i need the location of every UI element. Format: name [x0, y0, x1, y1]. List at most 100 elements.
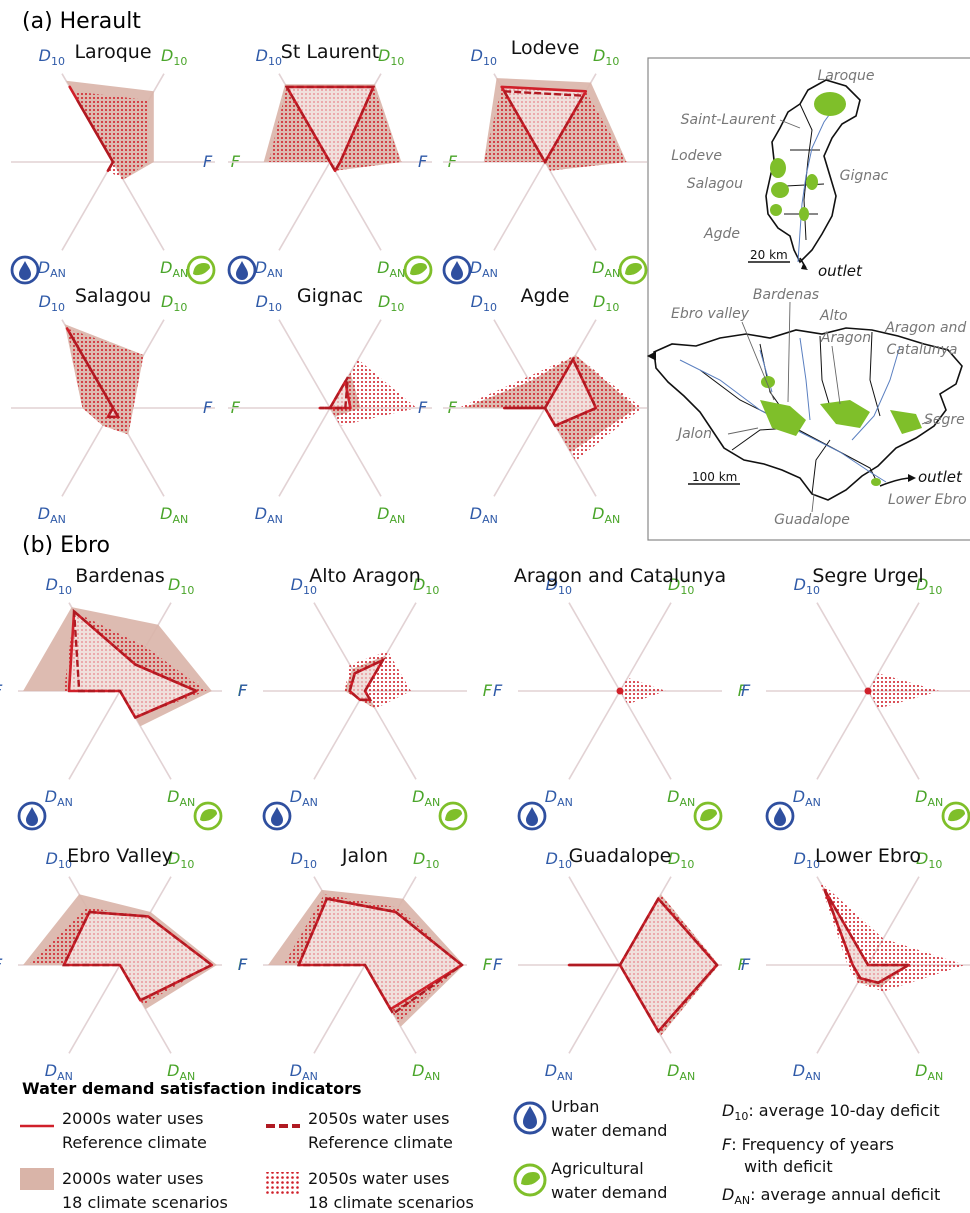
axis-label-symbol: D [915, 787, 927, 806]
axis-label-subscript: 10 [173, 301, 187, 314]
axis-label-subscript: AN [557, 1070, 573, 1083]
axis-label-symbol: D [46, 849, 58, 868]
axis-label-symbol: D [45, 787, 57, 806]
legend-title: Water demand satisfaction indicators [22, 1079, 361, 1098]
axis-label: DAN [38, 258, 66, 280]
axis-label-subscript: AN [172, 513, 188, 526]
map-label-aragon-and: Aragon and [884, 320, 966, 336]
line-2050s-reference-climate [68, 332, 121, 418]
lodeve-irrigated-area [770, 158, 786, 178]
panel-title: Laroque [74, 41, 151, 63]
axis-label: DAN [545, 1061, 573, 1083]
axis-label-subscript: 10 [51, 55, 65, 68]
legend-def-dan: DAN: average annual deficit [722, 1185, 940, 1207]
panel-title: Ebro Valley [67, 845, 173, 867]
urban-demand-icon [17, 801, 47, 831]
axis-label-symbol: F [418, 152, 428, 171]
axis-label-symbol: D [38, 504, 50, 523]
axis-label: DAN [915, 787, 943, 809]
map-label-agde: Agde [703, 226, 740, 242]
panel-title: Guadalope [569, 845, 672, 867]
axis-label-subscript: AN [389, 513, 405, 526]
axis-label: F [738, 955, 748, 974]
axis-label: F [418, 152, 428, 171]
map-label-lodeve: Lodeve [671, 148, 722, 164]
axis-label-symbol: F [0, 955, 3, 974]
axis-label-subscript: AN [267, 513, 283, 526]
band-2050s-18-scenarios [868, 673, 940, 709]
axis-label: D10 [471, 292, 497, 314]
axis-label-subscript: AN [679, 1070, 695, 1083]
axis-label: D10 [593, 292, 619, 314]
axis-label-subscript: 10 [390, 301, 404, 314]
legend-urban-line1: Urban [551, 1097, 599, 1116]
panel-title: St Laurent [281, 41, 379, 63]
axis-label: DAN [470, 258, 498, 280]
axis-label: DAN [255, 504, 283, 526]
axis-label: D10 [546, 575, 572, 597]
urban-demand-icon [227, 255, 257, 285]
map-label-saint-laurent: Saint-Laurent [681, 112, 776, 128]
herault-river [797, 99, 841, 263]
axis-label: D10 [668, 575, 694, 597]
axis-label-subscript: AN [57, 796, 73, 809]
axis-label-symbol: D [167, 1061, 179, 1080]
outlet-arrowhead [801, 264, 808, 270]
axis-label-subscript: 10 [268, 301, 282, 314]
map-label-aragon: Aragon [820, 330, 871, 346]
axis-label-subscript: 10 [483, 55, 497, 68]
axis-label-subscript: 10 [680, 584, 694, 597]
legend-def-f: F: Frequency of years [722, 1135, 894, 1154]
axis-label: DAN [290, 787, 318, 809]
axis-label: D10 [291, 849, 317, 871]
legend-band2000-line1: 2000s water uses [62, 1169, 203, 1188]
axis-label-subscript: AN [389, 267, 405, 280]
axis-label-subscript: AN [604, 267, 620, 280]
axis-label-subscript: AN [805, 1070, 821, 1083]
axis-label: DAN [592, 504, 620, 526]
map-label-jalon: Jalon [675, 426, 712, 442]
leaf-icon [200, 809, 217, 822]
axis-label-symbol: F [238, 681, 248, 700]
axis-label-symbol: D [793, 787, 805, 806]
axis-label-symbol: D [793, 1061, 805, 1080]
radar-axis-line [68, 964, 121, 1054]
axis-label: F [483, 681, 493, 700]
salagou-irrigated-area [771, 182, 789, 198]
axis-label-subscript: 10 [558, 858, 572, 871]
def-dan-sub: AN [734, 1194, 750, 1207]
axis-label-subscript: 10 [180, 584, 194, 597]
radar-axis-line [493, 407, 546, 497]
lower-ebro-irrigated-area [871, 478, 881, 486]
axis-label: D10 [378, 292, 404, 314]
radar-panel-segre-urgel: D10D10FDANDANFSegre Urgel [741, 565, 970, 831]
axis-label-subscript: AN [424, 1070, 440, 1083]
axis-label-symbol: D [161, 46, 173, 65]
alto-aragon-irrigated-area [820, 400, 870, 428]
axis-label-subscript: AN [179, 1070, 195, 1083]
axis-label-subscript: AN [927, 1070, 943, 1083]
legend-band2000-line2: 18 climate scenarios [62, 1193, 228, 1212]
radar-panel-bardenas: D10D10FDANDANFBardenas [0, 565, 248, 831]
radar-panel-ebro-valley: D10D10FDANDANFEbro Valley [0, 845, 248, 1083]
axis-label: F [203, 152, 213, 171]
axis-label-subscript: AN [302, 1070, 318, 1083]
axis-label-subscript: 10 [58, 584, 72, 597]
band-2050s-18-scenarios [72, 91, 149, 180]
map-label-scale-100km: 100 km [692, 470, 737, 484]
map-leader-lines [727, 119, 933, 513]
axis-label-symbol: D [39, 292, 51, 311]
axis-label-symbol: F [203, 398, 213, 417]
water-drop-icon [451, 261, 463, 280]
radar-axis-line [568, 690, 621, 780]
axis-label-subscript: AN [267, 267, 283, 280]
radar-axis-line [278, 407, 331, 497]
panel-title: Agde [521, 285, 570, 307]
radar-axis-line [329, 161, 382, 251]
axis-label-symbol: F [741, 955, 751, 974]
legend-def-f-line2: with deficit [744, 1157, 833, 1176]
water-drop-icon [523, 1106, 537, 1129]
axis-label-subscript: 10 [268, 55, 282, 68]
